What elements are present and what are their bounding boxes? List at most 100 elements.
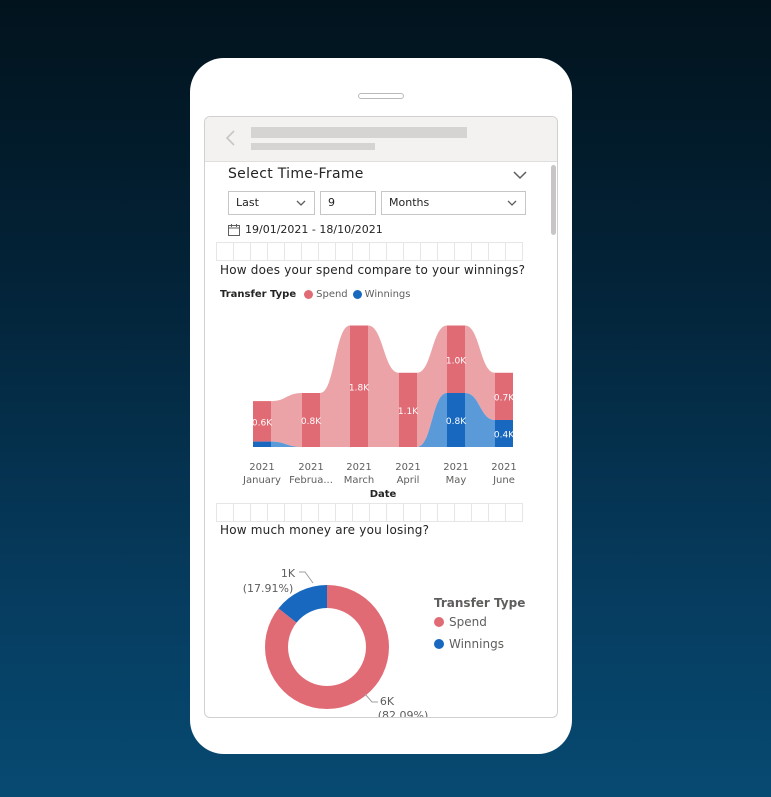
donut-legend-label-winnings: Winnings	[449, 637, 504, 651]
x-tick-month: March	[344, 475, 374, 486]
bar-winnings[interactable]	[447, 393, 465, 447]
phone-frame: Select Time-Frame Last 9 Months 19/01/20…	[190, 58, 572, 754]
timeframe-title: Select Time-Frame	[228, 166, 364, 182]
legend-item-winnings[interactable]: Winnings	[352, 289, 411, 300]
relative-select[interactable]: Last	[228, 191, 315, 215]
bar-spend[interactable]	[399, 372, 417, 447]
grid-cell	[301, 503, 319, 522]
data-label-winnings: 0.8K	[446, 417, 467, 427]
data-label-spend: 1.0K	[446, 356, 467, 366]
donut-legend-item-winnings[interactable]: Winnings	[434, 637, 525, 651]
spacer-grid	[216, 242, 523, 261]
donut-legend: Transfer Type Spend Winnings	[434, 596, 525, 659]
winnings-ribbon	[465, 393, 495, 447]
grid-cell	[454, 503, 472, 522]
grid-cell	[471, 503, 489, 522]
donut-label-spend-value: 6K	[380, 695, 395, 708]
grid-cell	[369, 503, 387, 522]
grid-cell	[216, 503, 234, 522]
x-axis-label: Date	[370, 489, 397, 500]
scrollbar[interactable]	[551, 165, 556, 235]
legend-item-spend[interactable]: Spend	[304, 289, 348, 300]
donut-legend-item-spend[interactable]: Spend	[434, 615, 525, 629]
chart2-question: How much money are you losing?	[220, 523, 430, 537]
spend-ribbon	[271, 393, 302, 447]
chart1-legend-title: Transfer Type	[220, 289, 297, 300]
legend-label-winnings: Winnings	[364, 289, 411, 300]
data-label-spend: 1.8K	[349, 383, 370, 393]
donut-label-spend-percent: (82.09%)	[378, 709, 429, 718]
winnings-dot-icon	[434, 639, 444, 649]
donut-legend-title: Transfer Type	[434, 596, 526, 610]
phone-speaker	[358, 93, 404, 99]
grid-cell	[437, 503, 455, 522]
donut-label-winnings-value: 1K	[281, 567, 296, 580]
data-label-spend: 0.6K	[252, 418, 273, 428]
donut-chart: 1K (17.91%) 6K(82.09%)	[243, 567, 429, 718]
donut-label-winnings-percent: (17.91%)	[243, 582, 294, 595]
calendar-icon	[228, 223, 240, 236]
legend-label-spend: Spend	[316, 289, 348, 300]
x-tick-year: 2021	[491, 462, 516, 473]
x-tick-month: June	[492, 475, 515, 486]
chevron-down-icon	[296, 200, 306, 206]
report-subtitle-placeholder	[251, 143, 375, 150]
chart1-question: How does your spend compare to your winn…	[220, 263, 526, 277]
spend-ribbon	[368, 325, 399, 447]
x-tick-month: January	[242, 475, 281, 486]
donut-slice-winnings[interactable]	[278, 585, 327, 623]
x-tick-year: 2021	[395, 462, 420, 473]
back-chevron-icon[interactable]	[223, 129, 241, 147]
date-range: 19/01/2021 - 18/10/2021	[228, 223, 383, 236]
grid-cell	[488, 503, 506, 522]
bar-spend[interactable]	[495, 372, 513, 420]
grid-cell	[505, 503, 523, 522]
data-label-spend: 1.1K	[398, 407, 419, 417]
grid-cell	[335, 503, 353, 522]
x-tick-year: 2021	[298, 462, 323, 473]
x-tick-month: May	[446, 475, 467, 486]
grid-cell	[250, 503, 268, 522]
date-range-text: 19/01/2021 - 18/10/2021	[245, 223, 383, 236]
donut-slice-spend[interactable]	[265, 585, 389, 709]
winnings-ribbon	[271, 441, 302, 447]
grid-cell	[233, 503, 251, 522]
grid-cell	[267, 503, 285, 522]
bar-spend[interactable]	[447, 325, 465, 394]
unit-select-value: Months	[389, 196, 430, 209]
unit-select[interactable]: Months	[381, 191, 526, 215]
data-label-spend: 0.7K	[494, 393, 515, 403]
data-label-spend: 0.8K	[301, 417, 322, 427]
x-tick-year: 2021	[249, 462, 274, 473]
chevron-down-icon[interactable]	[513, 170, 527, 180]
winnings-dot-icon	[352, 290, 362, 299]
report-title-placeholder	[251, 127, 467, 138]
ribbon-chart: 0.6K 2021 January 0.8K 2021 Februa... 1.8K 2021…	[242, 325, 517, 500]
bar-winnings[interactable]	[495, 420, 513, 447]
winnings-ribbon	[417, 393, 447, 447]
spend-ribbon	[320, 325, 350, 447]
data-label-winnings: 0.4K	[494, 431, 515, 441]
leader-line	[299, 571, 314, 584]
count-input[interactable]: 9	[320, 191, 376, 215]
spend-ribbon	[417, 325, 447, 447]
spacer-grid	[216, 503, 523, 522]
chart1-legend: Transfer Type Spend Winnings	[220, 289, 415, 300]
count-input-value: 9	[328, 196, 335, 209]
grid-cell	[352, 503, 370, 522]
spend-ribbon	[465, 325, 495, 420]
x-tick-year: 2021	[346, 462, 371, 473]
grid-cell	[403, 503, 421, 522]
chevron-down-icon	[507, 200, 517, 206]
spend-dot-icon	[434, 617, 444, 627]
relative-select-value: Last	[236, 196, 259, 209]
donut-legend-label-spend: Spend	[449, 615, 487, 629]
app-header	[205, 117, 557, 162]
bar-spend[interactable]	[253, 401, 271, 442]
grid-cell	[420, 503, 438, 522]
x-tick-month: April	[397, 475, 420, 486]
bar-spend[interactable]	[350, 325, 368, 448]
grid-cell	[386, 503, 404, 522]
bar-winnings[interactable]	[253, 441, 271, 447]
bar-spend[interactable]	[302, 393, 320, 447]
